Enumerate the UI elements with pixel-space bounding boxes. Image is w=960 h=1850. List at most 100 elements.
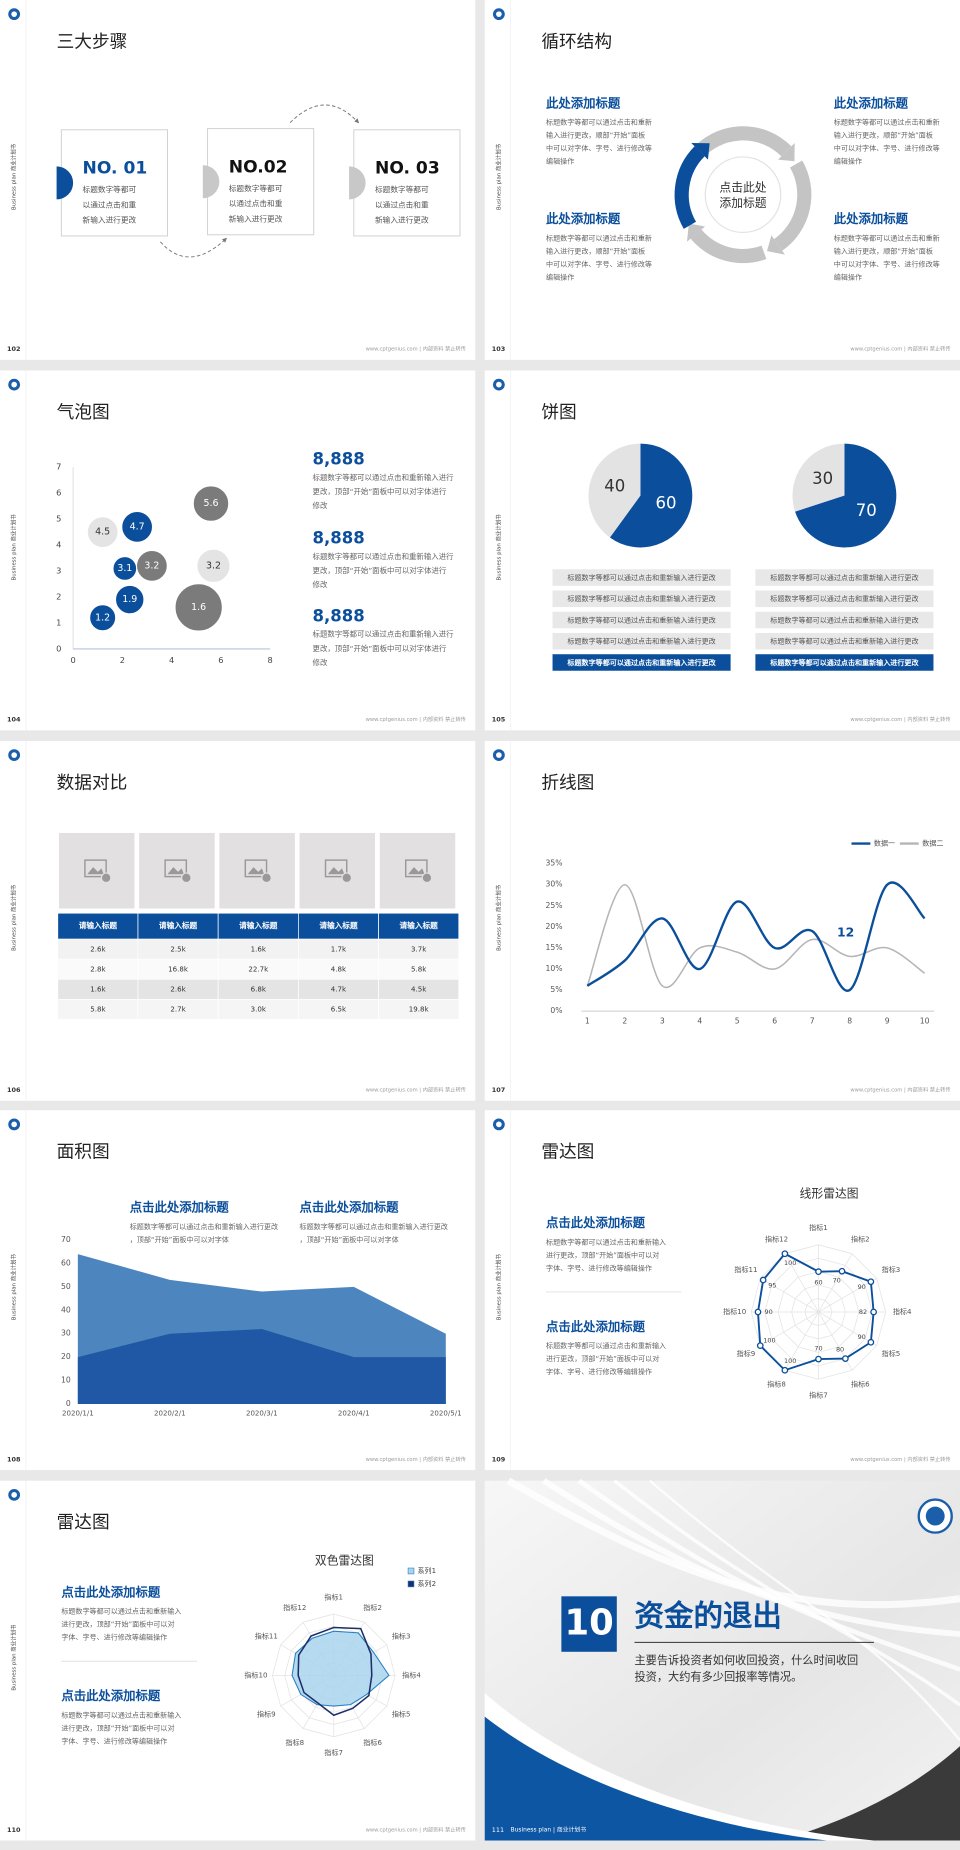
side-label: Business plan 商业计划书 bbox=[494, 143, 502, 210]
block-heading: 此处添加标题 bbox=[546, 95, 621, 110]
text-line: 标题数字等都可以通过点击和重新 bbox=[834, 233, 940, 242]
text-line: 标题数字等都可以通过点击和重新输入 bbox=[546, 1237, 666, 1246]
legend-swatch bbox=[407, 1580, 415, 1588]
y-tick-label: 2 bbox=[56, 592, 61, 602]
page-number: 109 bbox=[492, 1455, 506, 1463]
radar-point bbox=[756, 1342, 764, 1349]
center-text: 点击此处添加标题 bbox=[719, 180, 766, 209]
y-tick-label: 30% bbox=[546, 880, 563, 889]
step-text: 标题数字等都可以通过点击和重新输入进行更改 bbox=[375, 184, 429, 225]
radar-point bbox=[759, 1276, 767, 1284]
table-cell-text: 22.7k bbox=[248, 964, 269, 973]
side-label: Business plan 商业计划书 bbox=[494, 884, 502, 951]
x-tick-label: 3 bbox=[660, 1017, 665, 1026]
slide-background bbox=[0, 370, 476, 731]
item-bar bbox=[551, 631, 732, 651]
table-cell-text: 2.6k bbox=[170, 985, 186, 994]
text-line: 标题数字等都可 bbox=[375, 184, 429, 194]
image-icon bbox=[324, 859, 348, 878]
text-line: 进行更改，顶部“开始”面板中可以对 bbox=[546, 1250, 659, 1259]
text-line: 修改 bbox=[313, 500, 328, 510]
y-tick-label: 30 bbox=[61, 1329, 71, 1338]
radar-series bbox=[291, 1630, 390, 1707]
block-text: 标题数字等都可以通过点击和重新输入进行更改，顺部“开始”面板中可以对字体、字号、… bbox=[834, 118, 940, 166]
side-label: Business plan 商业计划书 bbox=[10, 143, 18, 210]
bubble-label: 1.6 bbox=[191, 602, 206, 613]
logo-inner bbox=[11, 381, 17, 388]
x-tick-label: 1 bbox=[585, 1017, 590, 1026]
legend-text: 数据一 bbox=[874, 839, 895, 848]
item-bar bbox=[754, 610, 935, 630]
logo-inner bbox=[11, 752, 17, 758]
image-icon bbox=[404, 859, 428, 878]
cover-blue bbox=[484, 1716, 827, 1841]
text-line: 更改，顶部“开始”面板中可以对字体进行 bbox=[313, 565, 447, 575]
slide: Business plan 商业计划书 105 www.cptgenius.com … bbox=[484, 370, 960, 731]
text-line: 进行更改，顶部“开始”面板中可以对 bbox=[61, 1723, 174, 1732]
block-text: 标题数字等都可以通过点击和重新输入进行更改，顶部“开始”面板中可以对字体、字号、… bbox=[546, 1237, 666, 1272]
logo-inner bbox=[11, 1121, 17, 1128]
slide-background bbox=[0, 1480, 476, 1841]
radar-axis-label: 指标7 bbox=[809, 1391, 828, 1400]
radar-value-label: 60 bbox=[814, 1278, 822, 1286]
table-header-text: 请输入标题 bbox=[79, 920, 118, 930]
text-line: 标题数字等都可以通过点击和重新输入进行更改 bbox=[300, 1222, 448, 1231]
side-label: Business plan 商业计划书 bbox=[10, 1624, 18, 1691]
block-text: 标题数字等都可以通过点击和重新输入进行更改，顶部“开始”面板中可以对字体、字号、… bbox=[61, 1710, 181, 1745]
image-icon bbox=[408, 867, 425, 875]
image-icon bbox=[261, 872, 272, 884]
dashed-arrow bbox=[289, 104, 360, 124]
image-icon bbox=[164, 859, 188, 878]
slide-title: 气泡图 bbox=[57, 402, 110, 423]
radar-spoke bbox=[818, 1311, 877, 1346]
text-line: 投资，大约有多少回报率等情况。 bbox=[634, 1670, 802, 1684]
x-tick-label: 2020/2/1 bbox=[154, 1408, 186, 1417]
table-cell-text: 4.5k bbox=[411, 985, 427, 994]
text-line: 更改，顶部“开始”面板中可以对字体进行 bbox=[313, 486, 447, 496]
table-cell-text: 16.8k bbox=[168, 964, 189, 973]
image-icon bbox=[84, 859, 107, 878]
cycle-arc bbox=[690, 229, 767, 264]
item-text: 标题数字等都可以通过点击和重新输入进行更改 bbox=[567, 573, 715, 582]
text-line: 标题数字等都可 bbox=[83, 184, 137, 194]
radar-point bbox=[867, 1278, 875, 1286]
bubble-label: 1.9 bbox=[122, 594, 137, 605]
item-bar bbox=[754, 568, 935, 587]
legend-swatch bbox=[407, 1567, 415, 1575]
image-placeholder bbox=[219, 832, 295, 909]
y-tick-label: 10% bbox=[546, 964, 563, 973]
item-bar bbox=[754, 631, 935, 651]
x-tick-label: 5 bbox=[735, 1017, 740, 1026]
logo-inner bbox=[496, 381, 502, 388]
bubble bbox=[115, 584, 145, 615]
page-number: 106 bbox=[7, 1086, 21, 1094]
radar-value-label: 100 bbox=[784, 1357, 796, 1365]
radar-axis-label: 指标12 bbox=[283, 1603, 306, 1612]
step-label: NO. 01 bbox=[83, 159, 148, 179]
radar-axis-label: 指标10 bbox=[723, 1307, 747, 1316]
text-line: 主要告诉投资者如何收回投资，什么时间收回 bbox=[634, 1653, 858, 1667]
text-line: 字体、字号、进行修改等编辑操作 bbox=[61, 1736, 167, 1745]
slide-background bbox=[484, 740, 960, 1101]
y-tick-label: 20 bbox=[61, 1352, 71, 1361]
text-line: 以通过点击和重 bbox=[375, 199, 429, 209]
table-header-text: 请输入标题 bbox=[239, 920, 278, 930]
item-text: 标题数字等都可以通过点击和重新输入进行更改 bbox=[567, 594, 715, 603]
note-value: 8,888 bbox=[313, 607, 365, 626]
radar-point bbox=[815, 1268, 822, 1276]
step-marker bbox=[349, 166, 366, 200]
text-line: 进行更改，顶部“开始”面板中可以对 bbox=[61, 1620, 174, 1629]
radar-point bbox=[870, 1308, 877, 1316]
table-cell-text: 1.7k bbox=[331, 944, 347, 953]
y-tick-label: 5 bbox=[56, 514, 61, 524]
logo-inner bbox=[496, 1121, 502, 1128]
annotation: 12 bbox=[837, 926, 854, 940]
block-heading: 点击此处添加标题 bbox=[546, 1319, 646, 1334]
center-circle bbox=[704, 156, 782, 234]
text-line: 以通过点击和重 bbox=[83, 199, 137, 209]
radar-axis-label: 指标9 bbox=[737, 1349, 756, 1358]
page-number: 104 bbox=[7, 716, 21, 724]
item-text: 标题数字等都可以通过点击和重新输入进行更改 bbox=[567, 615, 715, 624]
image-placeholder bbox=[299, 832, 376, 909]
